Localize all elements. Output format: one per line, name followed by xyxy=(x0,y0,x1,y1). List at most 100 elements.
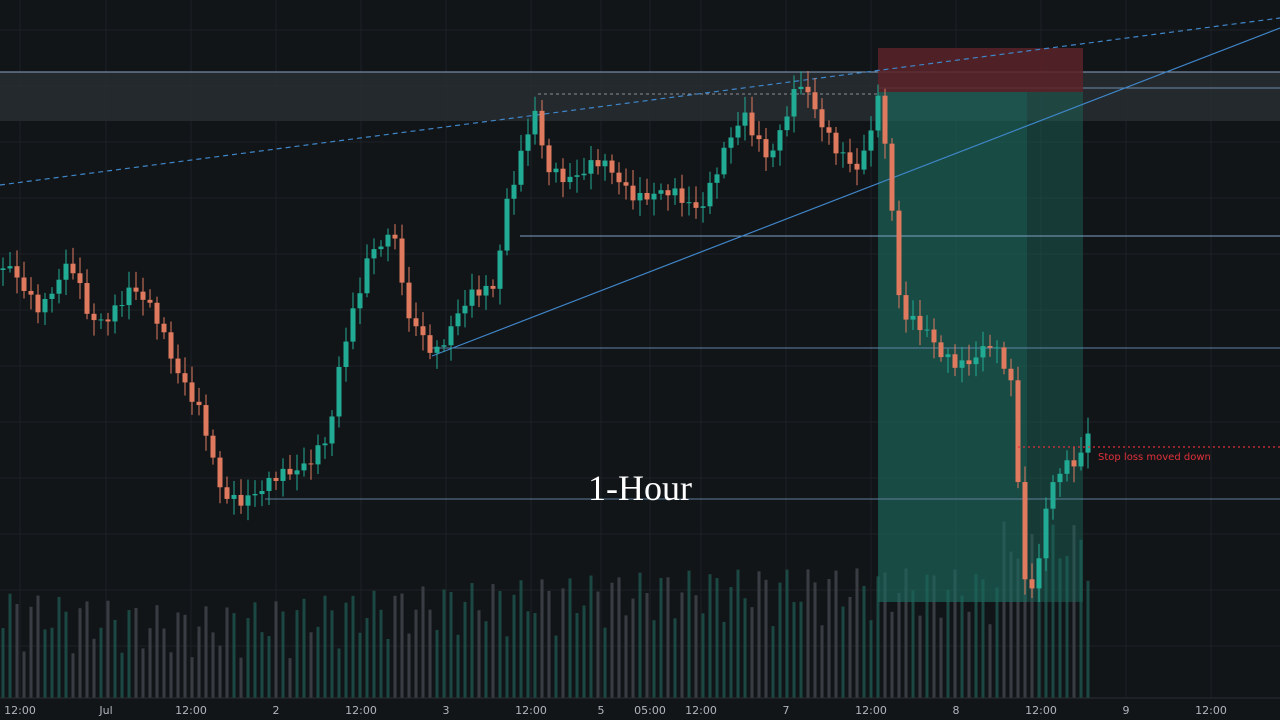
volume-bar xyxy=(85,601,89,698)
candle xyxy=(203,405,209,436)
volume-bar xyxy=(204,606,208,698)
volume-bar xyxy=(1058,558,1062,698)
volume xyxy=(1,521,1090,698)
volume-bar xyxy=(442,589,446,698)
volume-bar xyxy=(498,591,502,698)
volume-bar xyxy=(386,638,390,698)
candle xyxy=(126,287,132,306)
volume-bar xyxy=(883,572,887,698)
volume-bar xyxy=(729,587,733,698)
candle xyxy=(784,116,790,131)
volume-bar xyxy=(358,632,362,698)
volume-bar xyxy=(533,613,537,698)
candle xyxy=(189,382,195,402)
candle xyxy=(336,366,342,417)
candle xyxy=(392,234,398,239)
volume-bar xyxy=(652,620,656,698)
candle xyxy=(434,346,440,353)
candle xyxy=(581,173,587,176)
candle xyxy=(427,335,433,353)
volume-bar xyxy=(575,613,579,698)
volume-bar xyxy=(302,598,306,698)
volume-bar xyxy=(1051,524,1055,698)
candle xyxy=(511,184,517,199)
volume-bar xyxy=(708,574,712,698)
volume-bar xyxy=(127,610,131,698)
volume-bar xyxy=(603,627,607,698)
x-tick-label: 2 xyxy=(273,704,280,717)
candle xyxy=(504,198,510,251)
candle xyxy=(182,373,188,383)
candle xyxy=(924,329,930,331)
volume-bar xyxy=(239,657,243,698)
candle xyxy=(749,112,755,136)
volume-bar xyxy=(890,611,894,698)
volume-bar xyxy=(211,632,215,698)
volume-bar xyxy=(379,609,383,698)
volume-bar xyxy=(540,579,544,698)
candle xyxy=(98,319,104,321)
volume-bar xyxy=(715,578,719,698)
volume-bar xyxy=(1065,556,1069,698)
candle xyxy=(623,182,629,186)
candle xyxy=(1071,460,1077,467)
volume-bar xyxy=(491,584,495,698)
volume-bar xyxy=(162,628,166,698)
volume-bar xyxy=(876,576,880,698)
volume-bar xyxy=(897,592,901,698)
candle xyxy=(630,185,636,201)
candle xyxy=(1008,368,1014,381)
candle xyxy=(420,326,426,336)
candle xyxy=(833,132,839,154)
candle xyxy=(371,249,377,259)
x-tick-label: 3 xyxy=(443,704,450,717)
candle xyxy=(21,277,27,291)
resistance-zone xyxy=(0,72,1280,121)
volume-bar xyxy=(141,648,145,698)
candle xyxy=(7,266,13,269)
volume-bar xyxy=(820,625,824,698)
candle xyxy=(273,477,279,481)
volume-bar xyxy=(680,592,684,698)
volume-bar xyxy=(799,601,803,698)
candle xyxy=(308,463,314,465)
candle xyxy=(105,319,111,322)
volume-bar xyxy=(589,575,593,698)
candle xyxy=(1022,482,1028,580)
candle xyxy=(42,298,48,313)
volume-bar xyxy=(1086,580,1090,698)
volume-bar xyxy=(1009,551,1013,698)
candle xyxy=(518,150,524,185)
volume-bar xyxy=(260,632,264,698)
x-tick-label: 12:00 xyxy=(515,704,547,717)
candle xyxy=(840,152,846,154)
candle xyxy=(70,263,76,274)
volume-bar xyxy=(155,605,159,698)
candle xyxy=(497,250,503,289)
volume-bar xyxy=(638,572,642,698)
volume-bar xyxy=(134,607,138,698)
candle xyxy=(210,435,216,458)
candle xyxy=(378,246,384,250)
candle xyxy=(938,342,944,358)
candle xyxy=(462,305,468,314)
x-tick-label: 7 xyxy=(783,704,790,717)
volume-bar xyxy=(974,573,978,698)
volume-bar xyxy=(43,629,47,698)
volume-bar xyxy=(547,590,551,698)
candle xyxy=(553,168,559,173)
volume-bar xyxy=(435,629,439,698)
volume-bar xyxy=(365,618,369,698)
volume-bar xyxy=(526,611,530,698)
candle xyxy=(196,401,202,406)
candle xyxy=(805,86,811,93)
candle xyxy=(602,160,608,167)
volume-bar xyxy=(659,578,663,698)
candle xyxy=(644,192,650,200)
volume-bar xyxy=(925,574,929,698)
volume-bar xyxy=(1037,581,1041,698)
volume-bar xyxy=(687,570,691,698)
x-tick-label: 9 xyxy=(1123,704,1130,717)
volume-bar xyxy=(1030,534,1034,698)
